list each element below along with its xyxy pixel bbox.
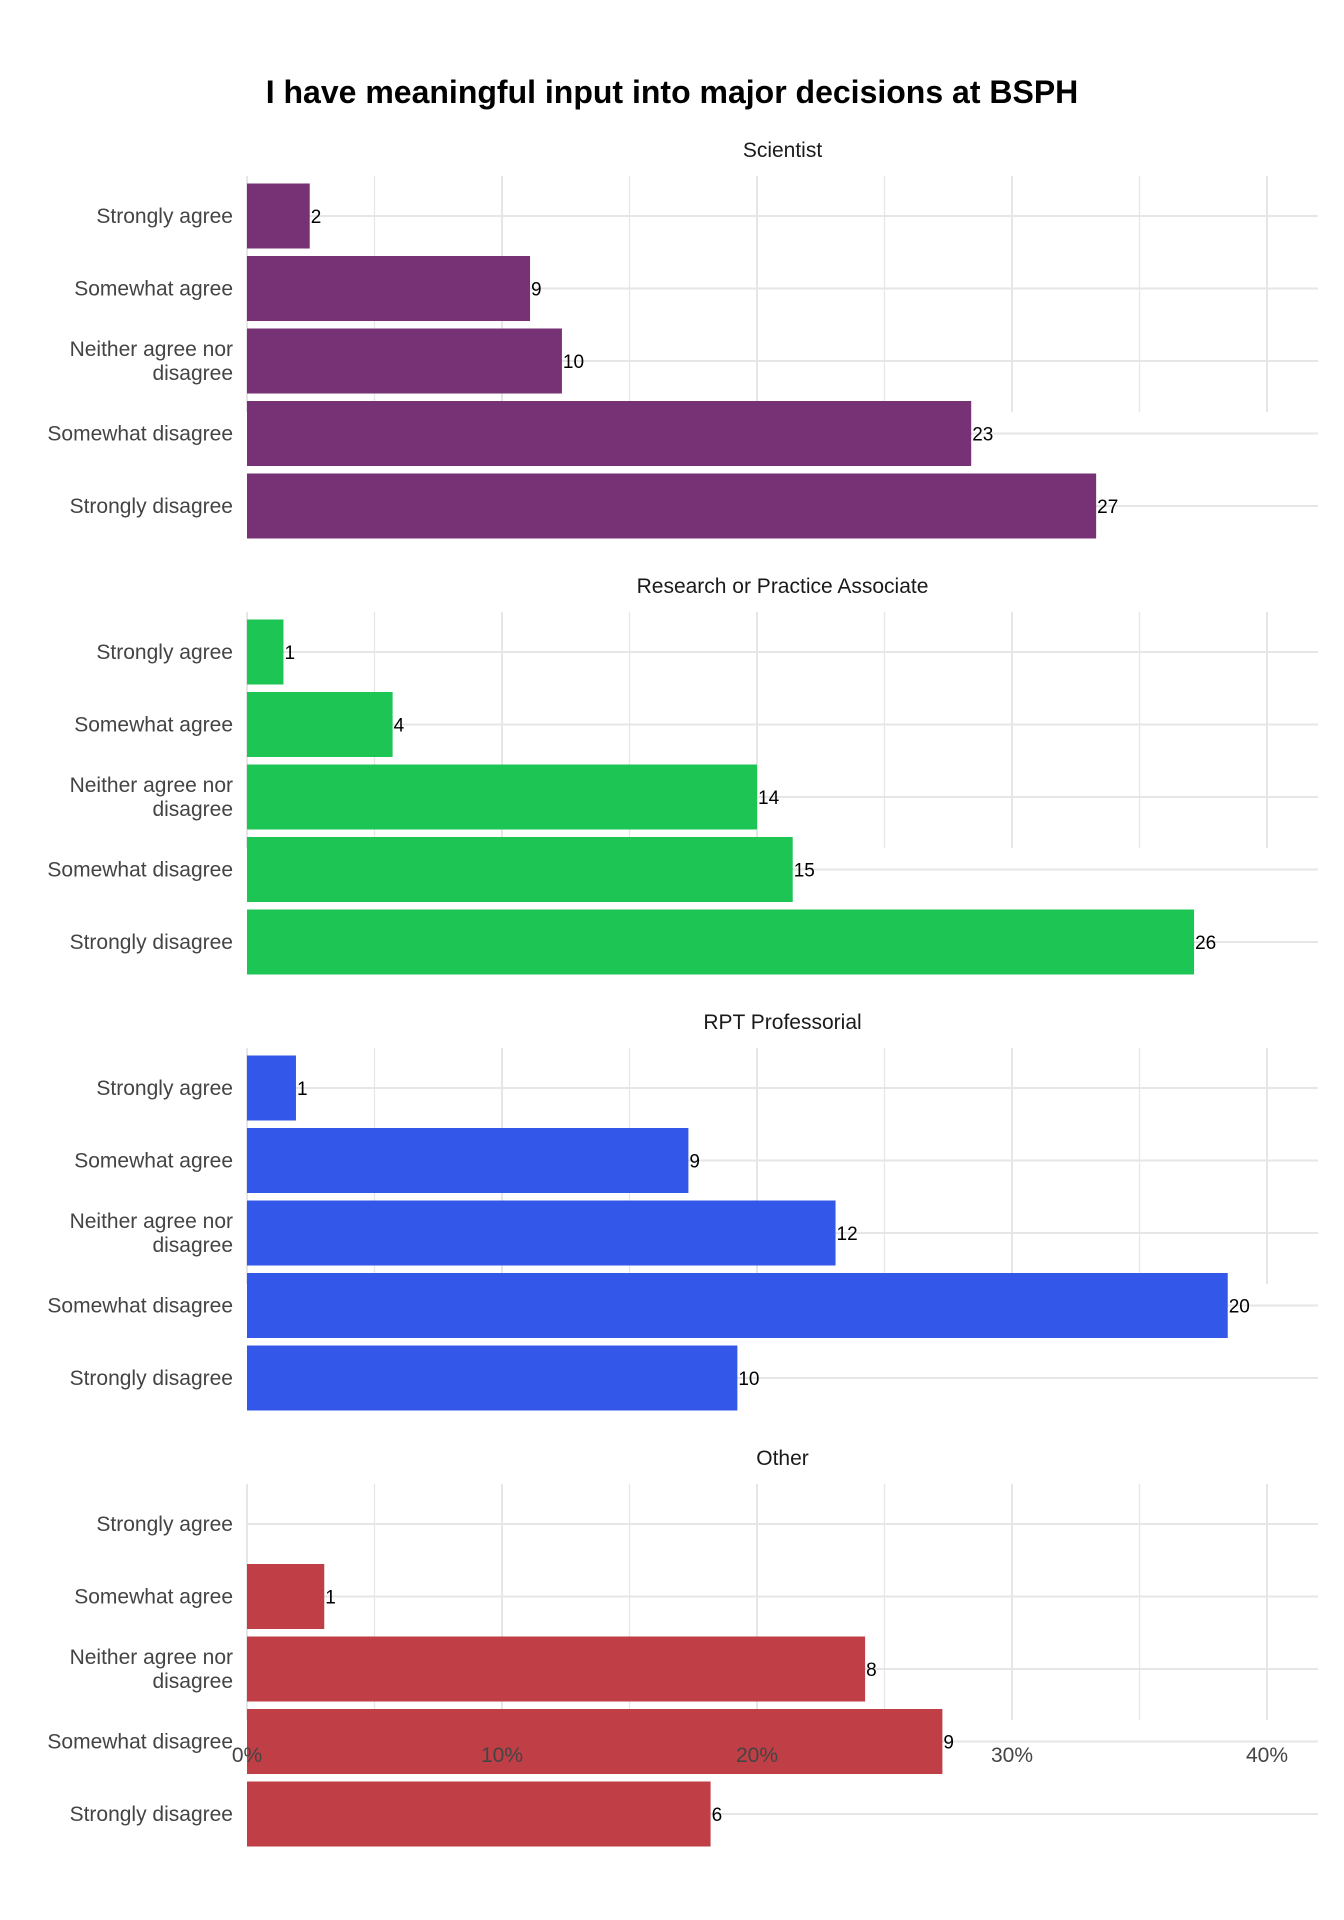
bar-value-label: 1 [325,1588,336,1609]
bar-value-label: 26 [1195,933,1216,954]
category-label: Strongly disagree [70,1367,233,1390]
category-label: Somewhat disagree [47,1731,233,1754]
bar-value-label: 15 [794,861,815,882]
bar-value-label: 8 [866,1660,877,1681]
bar [247,1273,1228,1338]
x-tick-label: 20% [736,1744,778,1767]
bar [247,1709,943,1774]
bar [247,909,1195,975]
bar-value-label: 1 [297,1079,308,1100]
category-label: Somewhat agree [74,278,233,301]
x-tick-label: 10% [481,1744,523,1767]
category-label: Strongly agree [96,1077,233,1100]
bar-value-label: 9 [943,1733,954,1754]
category-label: Neither agree nor disagree [70,774,233,821]
facet-strip-label: Research or Practice Associate [637,575,929,598]
bar-value-label: 9 [531,280,542,301]
bar [247,256,531,321]
category-label: Neither agree nor disagree [70,1210,233,1257]
bar-value-label: 27 [1097,497,1118,518]
bar [247,328,562,394]
bar-value-label: 9 [689,1152,700,1173]
bar-value-label: 14 [758,788,780,809]
bar-value-label: 4 [394,716,405,737]
facet-strip-label: Scientist [743,139,823,162]
bar [247,837,793,902]
x-tick-label: 40% [1246,1744,1288,1767]
bar [247,1055,296,1121]
bar [247,401,972,466]
category-label: Somewhat disagree [47,1295,233,1318]
bar [247,692,393,757]
bar [247,1128,689,1193]
bar [247,764,757,830]
category-label: Somewhat disagree [47,423,233,446]
facet-panel: RPT Professorial 1 Strongly agree 9 Somewhat… [47,1011,1318,1411]
bar-value-label: 1 [284,643,295,664]
x-tick-label: 0% [232,1744,262,1767]
category-label: Somewhat agree [74,1150,233,1173]
facet-panel: Research or Practice Associate 1 Strongly … [47,575,1318,975]
category-label: Somewhat agree [74,714,233,737]
facet-panel: Other Strongly agree 1 Somewhat agree 8 Neith… [47,1447,1318,1847]
facet-strip-label: RPT Professorial [703,1011,861,1034]
category-label: Neither agree nor disagree [70,338,233,385]
bar-value-label: 10 [563,352,584,373]
bar [247,183,310,249]
bar [247,473,1097,539]
bar-value-label: 10 [738,1369,759,1390]
category-label: Strongly disagree [70,931,233,954]
bar-value-label: 23 [972,425,993,446]
facet-panel: Scientist 2 Strongly agree 9 Somewhat agree 1… [47,139,1318,539]
category-label: Somewhat disagree [47,859,233,882]
category-label: Strongly agree [96,1513,233,1536]
category-label: Somewhat agree [74,1586,233,1609]
bar-value-label: 12 [837,1224,858,1245]
facet-strip-label: Other [756,1447,809,1470]
bar [247,1200,836,1266]
category-label: Strongly agree [96,641,233,664]
bar [247,1345,738,1411]
chart-title: I have meaningful input into major decis… [265,74,1079,110]
category-label: Neither agree nor disagree [70,1646,233,1693]
bar [247,1636,866,1702]
category-label: Strongly disagree [70,495,233,518]
category-label: Strongly disagree [70,1803,233,1826]
x-tick-label: 30% [991,1744,1033,1767]
bar-value-label: 20 [1229,1297,1250,1318]
bar [247,619,284,685]
bar [247,1564,325,1629]
category-label: Strongly agree [96,205,233,228]
bar-value-label: 6 [712,1805,723,1826]
bar [247,1781,711,1847]
bar-value-label: 2 [311,207,322,228]
